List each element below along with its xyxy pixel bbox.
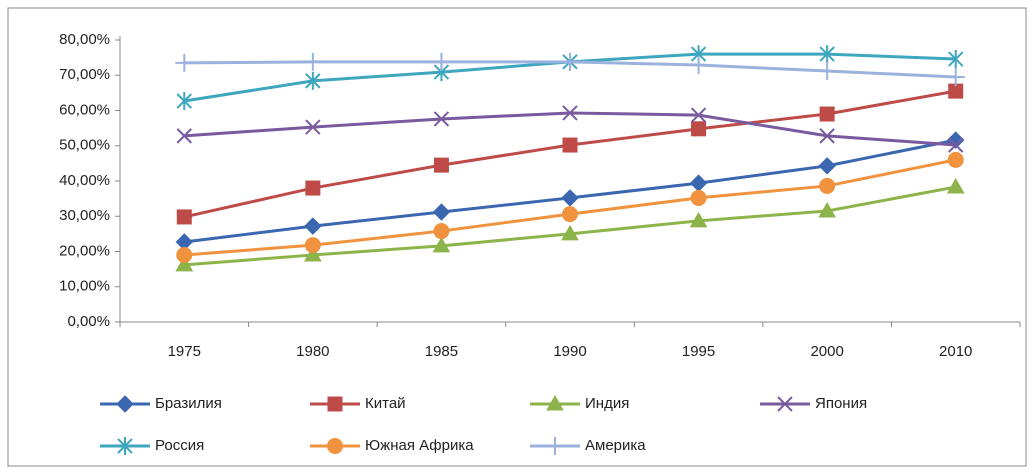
- marker: [176, 209, 192, 225]
- marker: [303, 52, 322, 71]
- marker: [561, 52, 579, 71]
- marker: [562, 137, 578, 153]
- y-tick-label: 30,00%: [59, 207, 110, 224]
- legend-label: Китай: [365, 395, 406, 412]
- marker: [819, 106, 835, 122]
- y-tick-label: 0,00%: [67, 313, 110, 330]
- marker: [562, 206, 578, 223]
- marker: [432, 203, 451, 221]
- marker: [305, 71, 321, 90]
- legend-marker: [116, 395, 134, 413]
- legend-marker: [117, 437, 133, 455]
- marker: [818, 62, 837, 81]
- y-tick-label: 50,00%: [59, 137, 110, 154]
- x-tick-label: 2010: [939, 343, 972, 360]
- marker: [689, 211, 708, 228]
- x-tick-label: 1990: [553, 343, 586, 360]
- legend-label: Южная Африка: [365, 437, 474, 454]
- legend-label: Россия: [155, 437, 204, 454]
- y-tick-label: 80,00%: [59, 31, 110, 48]
- marker: [304, 217, 322, 235]
- legend-marker: [546, 437, 564, 455]
- x-tick-label: 1985: [425, 343, 458, 360]
- y-tick-label: 40,00%: [59, 172, 110, 189]
- marker: [818, 201, 837, 218]
- marker: [176, 128, 192, 144]
- marker: [947, 151, 964, 168]
- y-tick-label: 70,00%: [59, 66, 110, 83]
- marker: [948, 83, 964, 99]
- legend-marker: [327, 396, 343, 412]
- legend-label: Америка: [585, 437, 646, 454]
- marker: [819, 177, 836, 194]
- marker: [432, 236, 451, 253]
- marker: [689, 56, 708, 75]
- marker: [690, 189, 707, 206]
- x-tick-label: 1975: [168, 343, 201, 360]
- marker: [305, 180, 321, 196]
- marker: [948, 50, 964, 69]
- x-tick-label: 1980: [296, 343, 329, 360]
- marker: [433, 111, 450, 127]
- legend-marker: [777, 396, 793, 412]
- legend-label: Индия: [585, 395, 629, 412]
- marker: [562, 105, 578, 121]
- marker: [946, 177, 965, 194]
- marker: [175, 53, 194, 72]
- marker: [433, 157, 449, 173]
- y-tick-label: 10,00%: [59, 278, 110, 295]
- marker: [561, 224, 579, 241]
- marker: [819, 45, 835, 64]
- y-tick-label: 20,00%: [59, 242, 110, 259]
- legend-label: Япония: [815, 395, 867, 412]
- marker: [691, 121, 707, 137]
- marker: [947, 131, 965, 149]
- legend-marker: [327, 438, 343, 454]
- marker: [305, 119, 321, 135]
- chart-border: [7, 7, 1027, 467]
- marker: [303, 246, 322, 262]
- marker: [818, 157, 836, 175]
- marker: [175, 255, 194, 272]
- marker: [819, 128, 835, 144]
- marker: [304, 237, 321, 254]
- marker: [690, 107, 707, 123]
- x-tick-label: 1995: [682, 343, 715, 360]
- marker: [433, 223, 450, 240]
- legend-label: Бразилия: [155, 395, 222, 412]
- marker: [432, 52, 451, 71]
- marker: [946, 68, 965, 87]
- marker: [176, 247, 193, 264]
- x-tick-label: 2000: [810, 343, 843, 360]
- legend-marker: [546, 394, 564, 411]
- marker: [176, 91, 192, 110]
- marker: [561, 189, 579, 207]
- marker: [948, 137, 964, 153]
- y-tick-label: 60,00%: [59, 101, 110, 118]
